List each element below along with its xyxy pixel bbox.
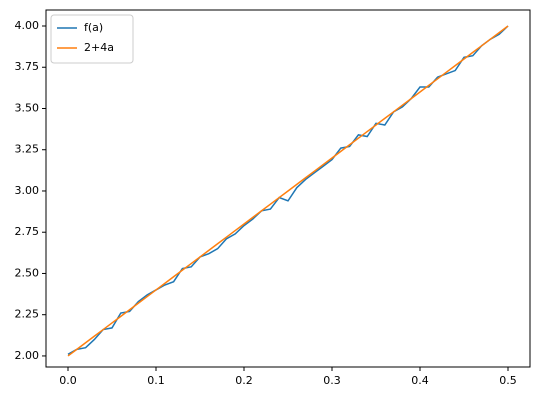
y-tick-label: 3.25 bbox=[15, 143, 40, 156]
legend-label: 2+4a bbox=[84, 41, 114, 54]
y-tick-label: 2.00 bbox=[15, 349, 40, 362]
x-tick-label: 0.5 bbox=[499, 374, 517, 387]
legend-label: f(a) bbox=[84, 21, 103, 34]
series-line bbox=[67, 25, 509, 357]
x-tick-label: 0.1 bbox=[147, 374, 165, 387]
y-tick-label: 3.75 bbox=[15, 60, 40, 73]
y-tick-label: 2.25 bbox=[15, 308, 40, 321]
x-tick-label: 0.0 bbox=[59, 374, 77, 387]
x-tick-label: 0.4 bbox=[411, 374, 429, 387]
plot-frame bbox=[45, 9, 531, 368]
y-tick-label: 3.50 bbox=[15, 101, 40, 114]
y-tick-label: 4.00 bbox=[15, 19, 40, 32]
x-tick-label: 0.3 bbox=[323, 374, 341, 387]
legend-box bbox=[50, 14, 134, 64]
y-tick-label: 2.50 bbox=[15, 266, 40, 279]
y-tick-label: 2.75 bbox=[15, 225, 40, 238]
x-tick-label: 0.2 bbox=[235, 374, 253, 387]
y-tick-label: 3.00 bbox=[15, 184, 40, 197]
